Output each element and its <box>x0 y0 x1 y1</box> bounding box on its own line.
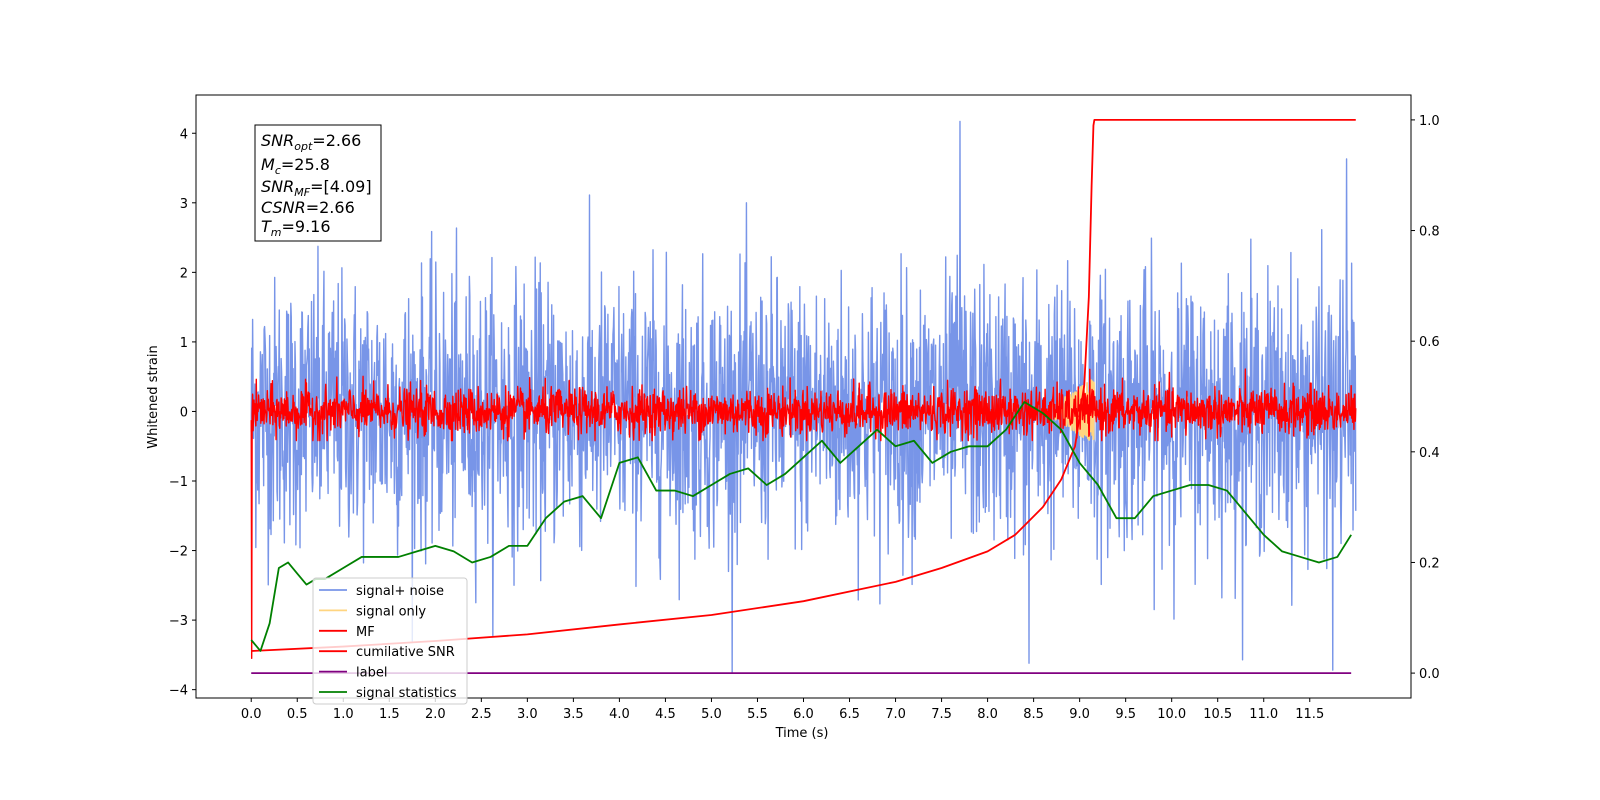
legend-label-cumilative-snr: cumilative SNR <box>356 645 455 660</box>
info-snr-mf: SNRMF=[4.09] <box>261 177 372 199</box>
legend-frame <box>312 577 468 705</box>
series-line-cumilative-snr <box>251 118 1356 652</box>
x-tick-label: 7.0 <box>885 707 906 722</box>
y-right-tick-label: 0.8 <box>1419 225 1440 240</box>
legend: signal+ noise signal only MF cumilative SNR… <box>312 577 468 705</box>
y-right-tick-label: 0.2 <box>1419 556 1440 571</box>
x-axis-label: Time (s) <box>775 726 829 741</box>
info-tm: Tm=9.16 <box>261 217 331 239</box>
x-tick-label: 8.5 <box>1023 707 1044 722</box>
y-tick-label: 4 <box>180 127 188 142</box>
x-tick-label: 9.5 <box>1115 707 1136 722</box>
info-mc: Mc=25.8 <box>261 155 330 177</box>
legend-label-signal-statistics: signal statistics <box>356 686 457 701</box>
y-tick-label: −2 <box>169 545 188 560</box>
y-right-tick-label: 0.4 <box>1419 446 1440 461</box>
x-tick-label: 3.5 <box>563 707 584 722</box>
info-box: SNRopt=2.66 Mc=25.8 SNRMF=[4.09] CSNR=2.… <box>254 124 382 242</box>
legend-label-label: label <box>356 666 387 681</box>
x-tick-label: 11.5 <box>1295 707 1324 722</box>
info-snr-opt: SNRopt=2.66 <box>261 131 361 153</box>
x-tick-label: 6.0 <box>793 707 814 722</box>
x-tick-label: 5.5 <box>747 707 768 722</box>
x-tick-label: 4.5 <box>655 707 676 722</box>
x-tick-label: 9.0 <box>1069 707 1090 722</box>
legend-label-signal-noise: signal+ noise <box>356 584 444 599</box>
y-right-tick-label: 0.0 <box>1419 667 1440 682</box>
x-tick-label: 4.0 <box>609 707 630 722</box>
y-tick-label: −3 <box>169 614 188 629</box>
x-tick-label: 2.5 <box>471 707 492 722</box>
x-tick-label: 0.0 <box>241 707 262 722</box>
x-tick-label: 7.5 <box>931 707 952 722</box>
legend-label-mf: MF <box>356 625 375 640</box>
info-csnr: CSNR=2.66 <box>261 198 355 217</box>
y-right-tick-label: 0.6 <box>1419 335 1440 350</box>
y-tick-label: 3 <box>180 197 188 212</box>
y-axis-label: Whitened strain <box>146 345 161 448</box>
legend-label-signal-only: signal only <box>356 604 426 619</box>
x-axis: 0.0 0.5 1.0 1.5 2.0 2.5 3.0 3.5 4.0 4.5 5.0 5.5 6.0 6… <box>241 698 1324 722</box>
x-tick-label: 5.0 <box>701 707 722 722</box>
y-tick-label: −1 <box>169 475 188 490</box>
x-tick-label: 6.5 <box>839 707 860 722</box>
x-tick-label: 11.0 <box>1249 707 1278 722</box>
x-tick-label: 3.0 <box>517 707 538 722</box>
x-tick-label: 2.0 <box>425 707 446 722</box>
y-axis-left: 4 3 2 1 0 −1 −2 −3 −4 <box>169 127 196 699</box>
y-tick-label: 2 <box>180 266 188 281</box>
x-tick-label: 1.0 <box>333 707 354 722</box>
series-line-mf <box>250 368 1357 660</box>
x-tick-label: 10.5 <box>1203 707 1232 722</box>
x-tick-label: 0.5 <box>287 707 308 722</box>
y-axis-right: 1.0 0.8 0.6 0.4 0.2 0.0 <box>1411 114 1440 682</box>
y-tick-label: −4 <box>169 684 188 699</box>
x-tick-label: 8.0 <box>977 707 998 722</box>
y-right-tick-label: 1.0 <box>1419 114 1440 129</box>
x-tick-label: 10.0 <box>1157 707 1186 722</box>
y-tick-label: 1 <box>180 336 188 351</box>
x-tick-label: 1.5 <box>379 707 400 722</box>
y-tick-label: 0 <box>180 405 188 420</box>
series-line-signal-statistics <box>250 401 1352 652</box>
